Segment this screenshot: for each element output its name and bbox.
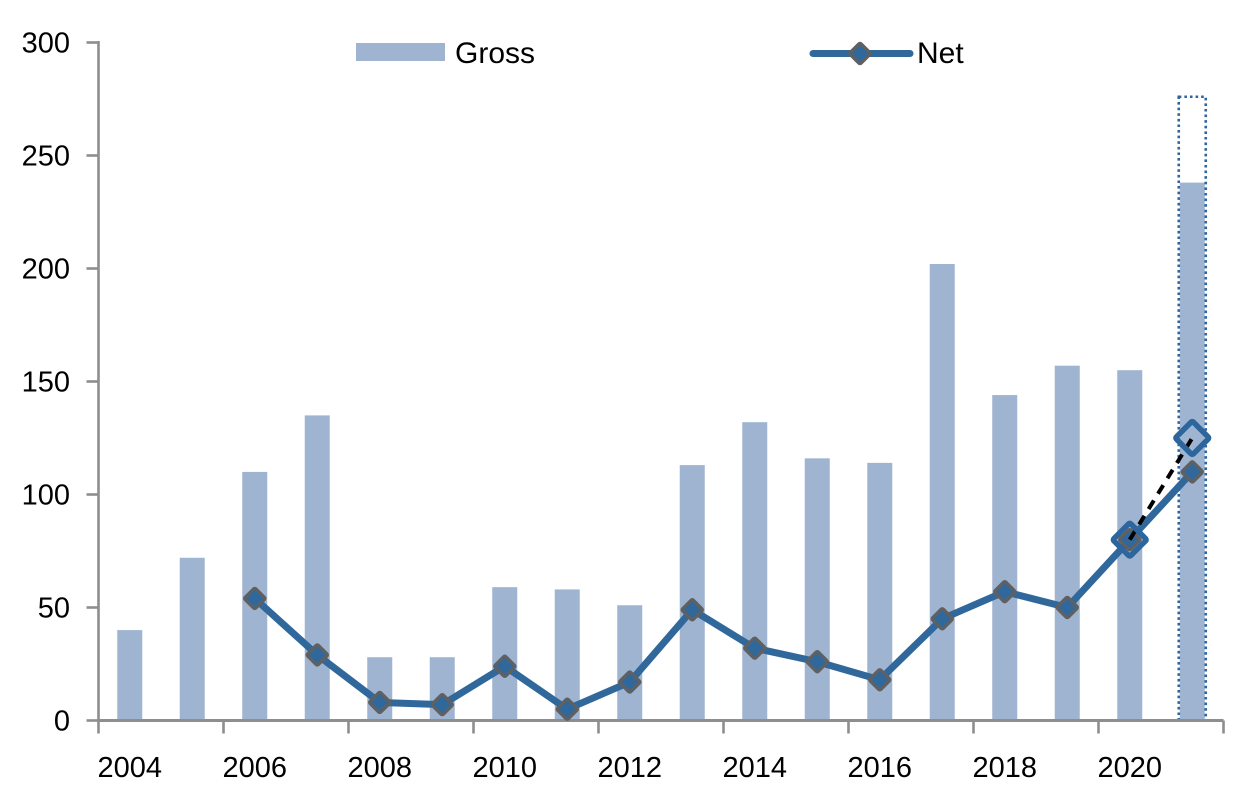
x-tick-label: 2008 [347, 752, 412, 784]
x-tick-label: 2014 [722, 752, 787, 784]
net-marker-2009 [430, 692, 454, 717]
x-tick-label: 2010 [472, 752, 537, 784]
legend-gross-swatch [356, 43, 445, 61]
x-tick-label: 2018 [972, 752, 1037, 784]
legend: Gross Net [356, 37, 964, 70]
y-tick-label: 50 [38, 593, 70, 625]
net-marker-2010 [493, 654, 517, 678]
gross-bar-2019 [1054, 365, 1080, 721]
y-tick-label: 250 [22, 141, 70, 173]
net-marker-2013 [680, 598, 704, 622]
x-tick-label: 2006 [222, 752, 287, 784]
net-marker-2008 [368, 690, 392, 715]
net-marker-2018 [993, 579, 1017, 604]
net-projected-dashed-line [1128, 436, 1194, 541]
axis-labels-layer: 0 50 100 150 200 250 300 2004 2006 2008 2010 2012 20… [22, 28, 1162, 785]
net-marker-2006 [243, 586, 267, 611]
net-marker-2007 [305, 643, 329, 667]
gross-bar-2007 [304, 415, 330, 721]
net-marker-2021 [1180, 460, 1204, 484]
forecast-layer [1110, 418, 1212, 559]
x-tick-label: 2020 [1097, 752, 1162, 784]
gross-bar-2005 [179, 557, 205, 721]
net-marker-2015 [805, 650, 829, 674]
y-tick-label: 0 [54, 706, 70, 738]
gross-bar-2010 [492, 587, 518, 721]
net-marker-2016 [868, 668, 892, 692]
y-tick-label: 300 [22, 28, 70, 60]
bars-layer [117, 95, 1208, 722]
legend-gross-label: Gross [455, 37, 535, 70]
legend-net-label: Net [917, 37, 964, 70]
gross-bar-2021-projected-outline [1177, 95, 1208, 722]
net-marker-2017 [930, 607, 954, 631]
axes-layer [86, 41, 1225, 734]
y-tick-label: 100 [22, 480, 70, 512]
x-tick-label: 2004 [97, 752, 162, 784]
gross-bar-2018 [992, 395, 1018, 721]
gross-bar-2004 [117, 630, 143, 721]
gross-bar-2013 [679, 465, 705, 721]
net-open-marker-2020 [1110, 520, 1149, 559]
y-tick-label: 200 [22, 254, 70, 286]
x-tick-label: 2012 [597, 752, 662, 784]
x-tick-label: 2016 [847, 752, 912, 784]
gross-bar-2015 [804, 458, 830, 721]
gross-bar-2012 [617, 605, 643, 721]
net-line [251, 468, 1196, 713]
net-open-marker-2021 [1173, 418, 1212, 458]
gross-bar-2014 [742, 422, 768, 721]
net-marker-2012 [618, 670, 642, 694]
y-tick-label: 150 [22, 367, 70, 399]
net-marker-2011 [555, 697, 579, 721]
net-marker-2014 [743, 636, 767, 660]
legend-net-marker-swatch [848, 41, 872, 66]
net-marker-2019 [1055, 595, 1079, 620]
gross-bar-2017 [929, 263, 955, 721]
